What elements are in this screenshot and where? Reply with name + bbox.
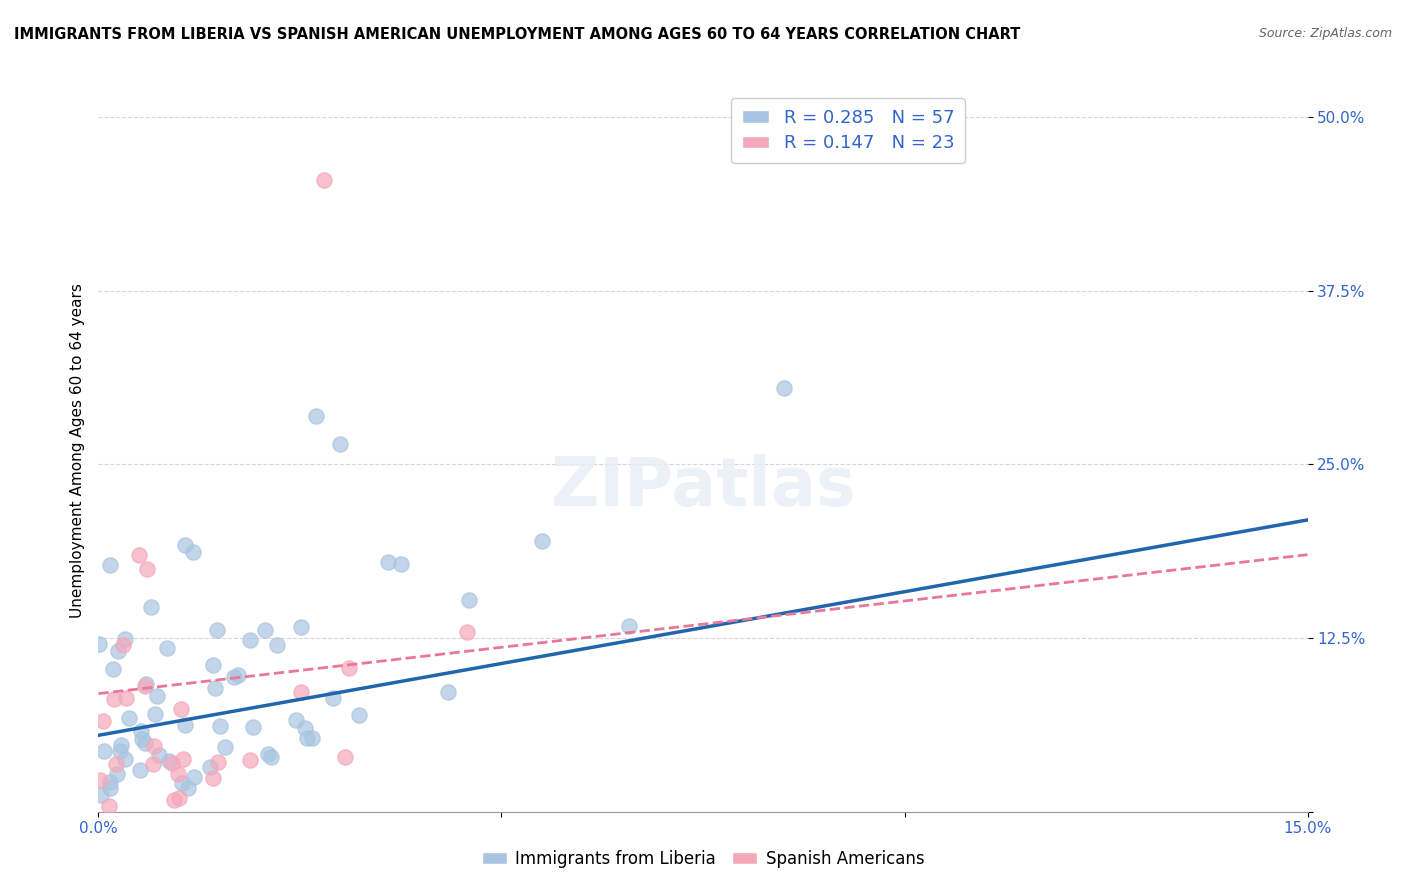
Point bbox=[290, 620, 312, 634]
Point bbox=[98, 781, 121, 796]
Point bbox=[222, 670, 245, 684]
Point bbox=[301, 731, 323, 746]
Point bbox=[458, 593, 481, 607]
Point bbox=[114, 752, 136, 766]
Point bbox=[143, 707, 166, 722]
Point bbox=[114, 632, 136, 646]
Point bbox=[239, 754, 262, 768]
Point bbox=[239, 633, 262, 648]
Point bbox=[202, 657, 225, 672]
Point bbox=[167, 767, 190, 781]
Legend: R = 0.285   N = 57, R = 0.147   N = 23: R = 0.285 N = 57, R = 0.147 N = 23 bbox=[731, 98, 965, 163]
Point bbox=[134, 680, 156, 694]
Point bbox=[335, 749, 357, 764]
Point bbox=[148, 748, 170, 763]
Point bbox=[118, 711, 141, 725]
Point bbox=[254, 624, 277, 638]
Point bbox=[456, 624, 478, 639]
Point bbox=[105, 767, 128, 781]
Point bbox=[131, 731, 153, 746]
Point bbox=[115, 690, 138, 705]
Point bbox=[242, 720, 264, 734]
Point bbox=[112, 638, 135, 652]
Point bbox=[90, 788, 112, 802]
Point bbox=[619, 618, 641, 632]
Point bbox=[772, 381, 794, 395]
Point bbox=[347, 707, 370, 722]
Point bbox=[377, 555, 399, 569]
Point bbox=[204, 681, 226, 696]
Point bbox=[110, 744, 132, 758]
Point bbox=[163, 793, 186, 807]
Point bbox=[176, 780, 198, 795]
Point bbox=[170, 775, 193, 789]
Point bbox=[170, 701, 193, 715]
Point bbox=[285, 713, 308, 727]
Point bbox=[91, 714, 114, 728]
Point bbox=[156, 641, 179, 656]
Point bbox=[172, 752, 194, 766]
Point bbox=[128, 548, 150, 562]
Point bbox=[146, 689, 169, 703]
Point bbox=[107, 644, 129, 658]
Point bbox=[139, 599, 162, 614]
Point bbox=[103, 691, 125, 706]
Point bbox=[157, 754, 180, 768]
Text: IMMIGRANTS FROM LIBERIA VS SPANISH AMERICAN UNEMPLOYMENT AMONG AGES 60 TO 64 YEA: IMMIGRANTS FROM LIBERIA VS SPANISH AMERI… bbox=[14, 27, 1021, 42]
Point bbox=[314, 172, 336, 186]
Point bbox=[207, 756, 229, 770]
Point bbox=[134, 736, 156, 750]
Point bbox=[436, 685, 458, 699]
Point bbox=[339, 661, 361, 675]
Point bbox=[129, 723, 152, 738]
Point bbox=[93, 744, 115, 758]
Point bbox=[89, 773, 111, 788]
Point bbox=[329, 436, 352, 450]
Point bbox=[183, 770, 205, 784]
Legend: Immigrants from Liberia, Spanish Americans: Immigrants from Liberia, Spanish America… bbox=[475, 844, 931, 875]
Point bbox=[305, 409, 328, 423]
Point bbox=[98, 775, 121, 789]
Y-axis label: Unemployment Among Ages 60 to 64 years: Unemployment Among Ages 60 to 64 years bbox=[69, 283, 84, 618]
Point bbox=[174, 537, 197, 551]
Point bbox=[105, 757, 128, 772]
Point bbox=[295, 731, 318, 745]
Point bbox=[207, 623, 229, 637]
Point bbox=[169, 790, 191, 805]
Point bbox=[530, 533, 553, 548]
Point bbox=[174, 718, 197, 732]
Point bbox=[87, 637, 110, 651]
Point bbox=[260, 750, 283, 764]
Point bbox=[98, 558, 121, 572]
Point bbox=[208, 719, 231, 733]
Point bbox=[257, 747, 280, 761]
Point bbox=[290, 685, 312, 699]
Text: ZIPatlas: ZIPatlas bbox=[551, 454, 855, 519]
Point bbox=[110, 738, 132, 752]
Point bbox=[143, 739, 166, 754]
Point bbox=[214, 739, 236, 754]
Point bbox=[322, 690, 344, 705]
Point bbox=[389, 557, 412, 571]
Point bbox=[294, 721, 316, 735]
Point bbox=[101, 662, 124, 676]
Point bbox=[98, 798, 121, 813]
Point bbox=[135, 676, 157, 690]
Point bbox=[201, 771, 224, 785]
Point bbox=[181, 544, 204, 558]
Point bbox=[129, 764, 152, 778]
Point bbox=[135, 561, 157, 575]
Text: Source: ZipAtlas.com: Source: ZipAtlas.com bbox=[1258, 27, 1392, 40]
Point bbox=[198, 760, 221, 774]
Point bbox=[266, 639, 288, 653]
Point bbox=[160, 756, 183, 770]
Point bbox=[141, 757, 163, 772]
Point bbox=[226, 668, 249, 682]
